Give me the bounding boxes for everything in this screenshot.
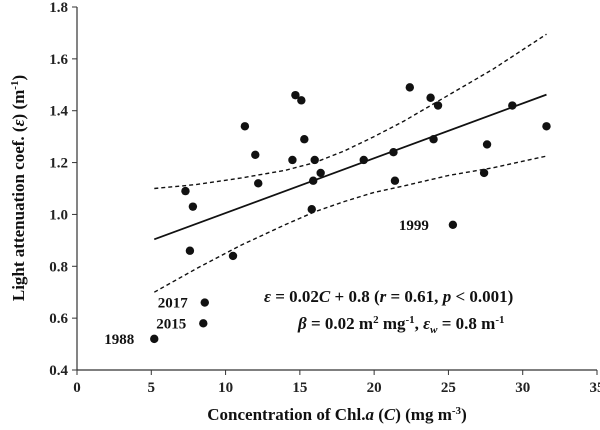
data-point xyxy=(429,135,438,144)
x-tick-label: 15 xyxy=(292,380,307,396)
data-point xyxy=(390,176,400,185)
year-label-1988: 1988 xyxy=(104,332,134,348)
data-point xyxy=(307,205,316,214)
data-point xyxy=(185,246,195,255)
confidence-band xyxy=(153,33,547,293)
x-tick-label: 0 xyxy=(73,380,81,396)
data-point xyxy=(479,168,489,178)
data-point xyxy=(240,122,250,131)
data-point xyxy=(297,96,306,105)
regression-line xyxy=(153,93,547,241)
data-point xyxy=(291,90,300,100)
y-tick-label: 1.4 xyxy=(49,104,68,120)
data-point xyxy=(508,101,517,110)
data-point xyxy=(448,220,458,229)
data-point xyxy=(288,155,297,165)
axes: 0 5 10 15 20 25 30 35 0.4 0.6 0.8 1.0 1.2 1.4 1.6 1.8 xyxy=(49,0,600,396)
y-tick-label: 1.6 xyxy=(49,52,68,68)
x-tick-label: 20 xyxy=(367,380,382,396)
x-tick-label: 30 xyxy=(515,380,530,396)
year-label-1999: 1999 xyxy=(399,218,429,234)
year-label-2015: 2015 xyxy=(156,316,186,332)
x-axis-title: Concentration of Chl.a (C) (mg m-3) xyxy=(207,405,466,424)
y-tick-label: 1.8 xyxy=(49,0,68,16)
x-tick-label: 10 xyxy=(218,380,233,396)
x-tick-label: 35 xyxy=(590,380,600,396)
data-point xyxy=(310,155,319,165)
data-point xyxy=(228,251,238,261)
x-tick-label: 25 xyxy=(441,380,456,396)
data-point xyxy=(316,168,325,178)
data-points xyxy=(150,83,551,344)
y-tick-label: 1.0 xyxy=(49,207,68,223)
data-point xyxy=(199,319,208,328)
data-point xyxy=(309,176,318,185)
y-tick-label: 1.2 xyxy=(49,156,68,172)
year-label-2017: 2017 xyxy=(158,296,189,312)
data-point xyxy=(405,83,414,92)
data-point xyxy=(482,140,492,149)
data-point xyxy=(300,135,309,144)
y-axis-title: Light attenuation coef. (ε) (m-1) xyxy=(9,75,28,301)
y-tick-label: 0.4 xyxy=(49,363,68,379)
data-point xyxy=(188,202,198,211)
data-point xyxy=(433,101,443,110)
data-point xyxy=(359,155,368,165)
data-point xyxy=(426,93,435,102)
data-point xyxy=(150,334,159,344)
y-tick-label: 0.6 xyxy=(49,311,68,327)
data-point xyxy=(251,150,260,159)
regression-line-group xyxy=(153,93,547,241)
data-point xyxy=(181,186,190,196)
y-tick-label: 0.8 xyxy=(49,259,68,275)
data-point xyxy=(389,148,398,157)
data-point xyxy=(200,298,209,307)
data-point xyxy=(542,122,551,131)
x-tick-label: 5 xyxy=(148,380,156,396)
ci-lower-line xyxy=(153,155,547,293)
data-point xyxy=(254,179,263,188)
point-annotations: 1988 2015 2017 1999 xyxy=(104,218,429,348)
coefficients-text: β = 0.02 m2 mg-1, εw = 0.8 m-1 xyxy=(297,314,505,336)
regression-equation: ε = 0.02C + 0.8 (r = 0.61, p < 0.001) xyxy=(264,287,513,306)
ci-upper-line xyxy=(154,33,547,190)
